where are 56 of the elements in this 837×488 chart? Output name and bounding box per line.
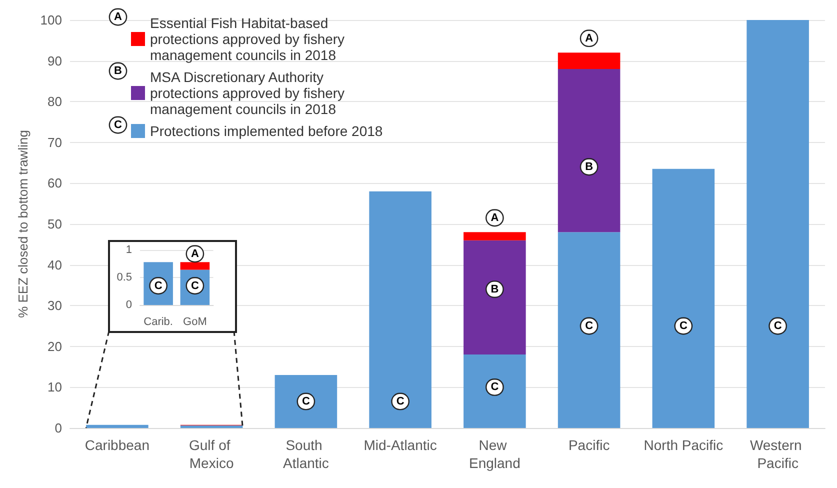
bar <box>558 68 620 232</box>
annotation: C <box>190 280 199 292</box>
bar <box>274 374 338 428</box>
bar <box>180 425 243 428</box>
annotation: A <box>490 212 499 224</box>
y-tick-label: 30 <box>48 298 62 314</box>
y-tick-label: 40 <box>48 257 62 272</box>
bar <box>652 168 715 428</box>
annotation: C <box>154 280 162 292</box>
x-tick-label: GoM <box>183 316 207 328</box>
annotation: C <box>114 119 122 131</box>
x-tick-label: New England <box>468 437 520 471</box>
x-tick-label: Pacific <box>568 437 610 453</box>
bar <box>86 424 148 428</box>
y-tick-label: 100 <box>40 12 62 28</box>
y-axis-title: % EEZ closed to bottom trawling <box>15 130 30 318</box>
legend-label: MSA Discretionary Authority protections approved by fishery management councils in 2018 <box>150 69 348 117</box>
annotation: B <box>114 65 122 77</box>
x-tick-label: Carib. <box>144 316 173 328</box>
bar <box>464 354 526 428</box>
x-tick-label: North Pacific <box>644 437 724 453</box>
x-tick-label: Mid-Atlantic <box>364 437 437 453</box>
y-tick-label: 10 <box>48 380 62 395</box>
y-tick-label: 60 <box>48 176 62 191</box>
y-tick-label: 0 <box>126 299 132 311</box>
y-tick-label: 1 <box>126 244 132 256</box>
annotation: C <box>490 381 499 394</box>
y-tick-label: 80 <box>48 94 62 110</box>
annotation: C <box>679 320 688 332</box>
y-tick-label: 20 <box>48 338 62 354</box>
bar <box>558 232 620 428</box>
x-tick-label: Western Pacific <box>750 437 806 471</box>
bar <box>464 240 526 355</box>
y-tick-label: 90 <box>48 53 62 68</box>
annotation: C <box>396 395 404 408</box>
annotation: B <box>585 160 594 173</box>
annotation: C <box>585 320 594 332</box>
annotation: C <box>774 320 782 332</box>
y-tick-label: 0.5 <box>116 272 132 284</box>
annotation: B <box>490 283 499 296</box>
y-tick-label: 0 <box>54 420 62 436</box>
annotation: C <box>302 395 310 408</box>
annotation: A <box>190 248 199 260</box>
x-tick-label: Caribbean <box>84 437 150 453</box>
annotation: A <box>585 32 594 44</box>
bar <box>746 20 809 428</box>
annotation: A <box>114 11 122 23</box>
legend-label: Essential Fish Habitat-based protections approved by fishery management councils in 2018 <box>150 15 348 63</box>
y-tick-label: 50 <box>48 216 62 232</box>
x-tick-label: Gulf of Mexico <box>188 437 234 471</box>
y-tick-label: 70 <box>48 134 62 150</box>
legend-label: Protections implemented before 2018 <box>150 123 383 139</box>
bar <box>369 191 432 428</box>
bar <box>558 52 620 69</box>
bar <box>464 232 526 240</box>
x-tick-label: South Atlantic <box>282 437 329 471</box>
